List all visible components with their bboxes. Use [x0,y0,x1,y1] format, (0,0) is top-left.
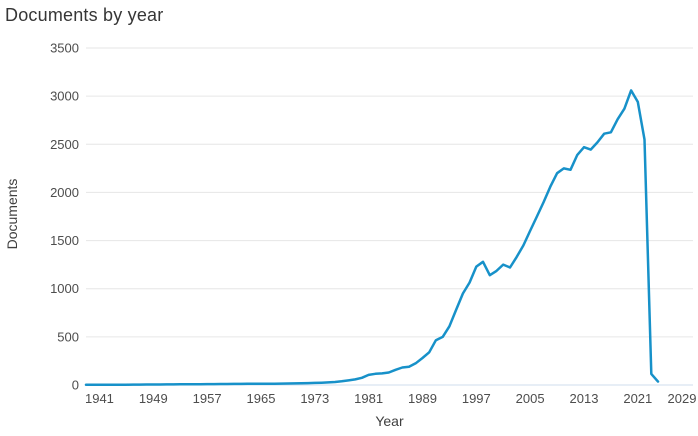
x-tick-label: 2029 [668,391,697,406]
y-tick-label: 0 [72,378,79,393]
x-tick-label: 2013 [570,391,599,406]
y-tick-label: 3000 [50,89,79,104]
x-tick-label: 1997 [462,391,491,406]
x-tick-label: 1949 [139,391,168,406]
y-axis-title: Documents [4,178,20,250]
x-axis-title: Year [375,413,404,429]
x-tick-label: 1965 [247,391,276,406]
x-tick-label: 2021 [623,391,652,406]
x-tick-label: 1989 [408,391,437,406]
y-tick-label: 500 [57,329,79,344]
x-tick-label: 1973 [300,391,329,406]
y-tick-label: 3500 [50,41,79,56]
x-tick-label: 1957 [193,391,222,406]
series-line [84,89,660,387]
y-tick-label: 1000 [50,281,79,296]
x-tick-label: 1941 [85,391,114,406]
x-tick-label: 1981 [354,391,383,406]
y-tick-label: 2500 [50,137,79,152]
y-tick-label: 1500 [50,233,79,248]
chart-title: Documents by year [5,5,164,25]
y-tick-label: 2000 [50,185,79,200]
x-tick-label: 2005 [516,391,545,406]
